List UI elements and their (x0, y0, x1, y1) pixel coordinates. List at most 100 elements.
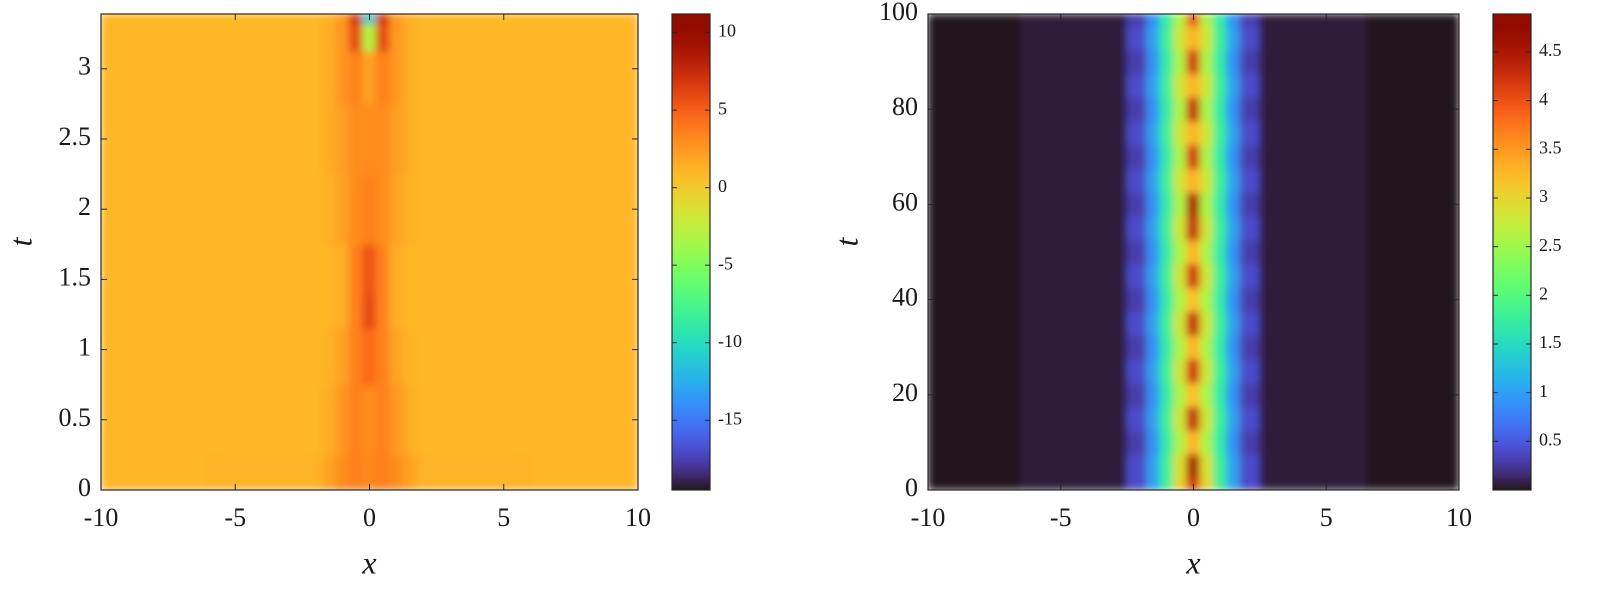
heatmap-cell (1173, 406, 1188, 431)
heatmap-cell (1186, 382, 1201, 408)
heatmap-cell (1020, 96, 1128, 122)
heatmap-cell (1146, 430, 1161, 455)
heatmap-cell (1126, 215, 1148, 241)
heatmap-cell (1159, 215, 1175, 241)
heatmap-cell (1159, 120, 1175, 146)
heatmap-cell (389, 454, 404, 490)
heatmap-cell (375, 173, 391, 245)
heatmap-cell (1126, 382, 1148, 408)
heatmap-cell (1020, 334, 1128, 360)
heatmap-cell (1020, 168, 1128, 193)
heatmap-cell (1186, 96, 1201, 122)
heatmap-cell (1199, 382, 1214, 408)
heatmap-cell (1259, 168, 1367, 193)
heatmap-cell (530, 50, 638, 105)
heatmap-cell (1186, 263, 1201, 289)
heatmap-cell (1239, 215, 1261, 241)
heatmap-cell (1226, 215, 1241, 241)
heatmap-cell (1365, 477, 1459, 490)
heatmap-cell (415, 243, 532, 294)
heatmap-cell (1199, 96, 1214, 122)
heatmap-cell (1159, 144, 1175, 170)
colorbar-tick-label: 3.5 (1539, 137, 1562, 157)
heatmap-cell (1365, 120, 1459, 146)
heatmap-cell (362, 50, 377, 105)
colorbar-tick-label: 3 (1539, 186, 1548, 206)
heatmap-cell (1159, 14, 1175, 27)
heatmap-cell (1146, 14, 1161, 27)
y-tick-label: 0 (78, 473, 91, 502)
heatmap-cell (1199, 477, 1214, 490)
heatmap-cell (1365, 73, 1459, 98)
heatmap-cell (415, 50, 532, 105)
heatmap-cell (1212, 49, 1228, 74)
heatmap-cell (1365, 96, 1459, 122)
heatmap-cell (1126, 430, 1148, 455)
heatmap-cell (1199, 144, 1214, 170)
heatmap-cell (530, 328, 638, 386)
heatmap-cell (1239, 239, 1261, 265)
y-tick-label: 100 (879, 0, 918, 26)
x-tick-label: 10 (1446, 503, 1472, 532)
heatmap-cell (1173, 25, 1188, 51)
heatmap-cell (207, 173, 324, 245)
heatmap-cell (1259, 453, 1367, 479)
heatmap-cell (322, 14, 337, 25)
heatmap-cell (1126, 311, 1148, 336)
heatmap-cell (1173, 120, 1188, 146)
heatmap-cell (530, 454, 638, 490)
y-tick-label: 1 (78, 333, 91, 362)
heatmap-cell (415, 328, 532, 386)
heatmap-cell (1199, 263, 1214, 289)
heatmap-cell (1239, 430, 1261, 455)
heatmap-cell (1146, 96, 1161, 122)
heatmap-cell (530, 23, 638, 52)
heatmap-cell (207, 384, 324, 456)
heatmap-cell (1239, 14, 1261, 27)
heatmap-cell (1212, 14, 1228, 27)
heatmap-cell (1020, 406, 1128, 431)
heatmap-cell (335, 243, 350, 294)
heatmap-cell (375, 103, 391, 175)
heatmap-cell (1020, 382, 1128, 408)
heatmap-cell (1159, 239, 1175, 265)
heatmap-cell (402, 328, 417, 386)
heatmap-cell (1159, 287, 1175, 312)
heatmap-cell (1226, 453, 1241, 479)
heatmap-cell (928, 120, 1022, 146)
heatmap-cell (1186, 311, 1201, 336)
heatmap-cell (928, 382, 1022, 408)
heatmap-cell (1146, 25, 1161, 51)
heatmap-cell (348, 103, 364, 175)
heatmap-cell (335, 23, 350, 52)
heatmap-cell (207, 292, 324, 330)
heatmap-cell (1259, 358, 1367, 384)
heatmap-cell (375, 384, 391, 456)
heatmap-cell (1126, 192, 1148, 217)
heatmap-cell (928, 406, 1022, 431)
heatmap-cell (1199, 215, 1214, 241)
heatmap-cell (1212, 168, 1228, 193)
heatmap-cell (101, 328, 209, 386)
heatmap-cell (207, 243, 324, 294)
colorbar (671, 13, 711, 491)
heatmap-cell (928, 358, 1022, 384)
heatmap-cell (1365, 334, 1459, 360)
heatmap-cell (1259, 287, 1367, 312)
heatmap (928, 14, 1459, 490)
heatmap-cell (1159, 168, 1175, 193)
colorbar-tick-label: 10 (718, 21, 736, 41)
heatmap-cell (1365, 263, 1459, 289)
heatmap-cell (1173, 311, 1188, 336)
plot-area (928, 14, 1459, 490)
heatmap-cell (1226, 25, 1241, 51)
heatmap-cell (530, 173, 638, 245)
heatmap-cell (335, 50, 350, 105)
heatmap-cell (1173, 453, 1188, 479)
heatmap-cell (322, 454, 337, 490)
heatmap-cell (1173, 96, 1188, 122)
heatmap-cell (362, 384, 377, 456)
heatmap-cell (207, 328, 324, 386)
heatmap-cell (1365, 168, 1459, 193)
heatmap-cell (389, 173, 404, 245)
